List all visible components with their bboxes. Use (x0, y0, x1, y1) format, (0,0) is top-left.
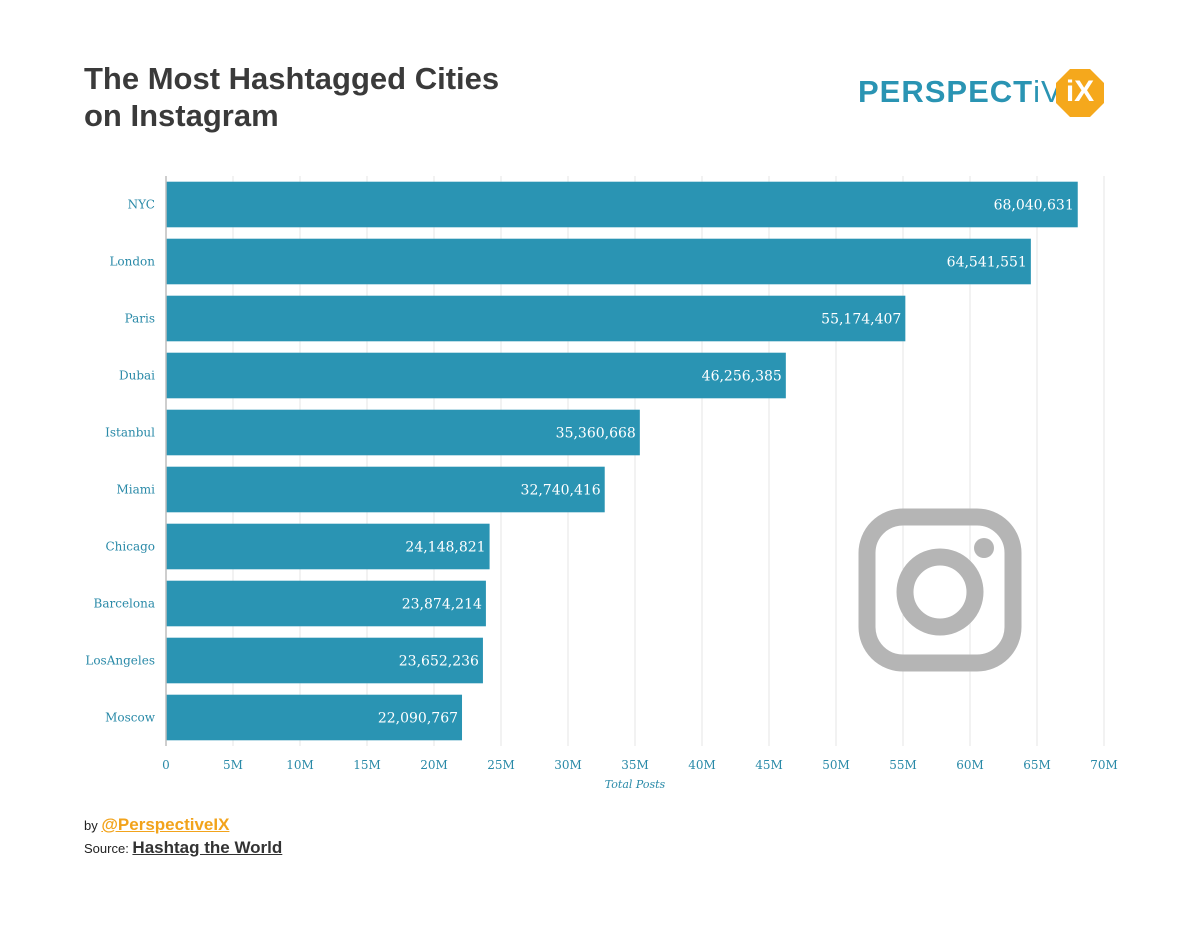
source-prefix: Source: (84, 841, 133, 856)
x-tick-label: 15M (353, 758, 381, 772)
logo-badge: iX (1055, 68, 1105, 118)
instagram-icon (858, 508, 1022, 672)
source-link[interactable]: Hashtag the World (132, 838, 283, 857)
data-label: 68,040,631 (994, 198, 1074, 214)
data-label: 64,541,551 (947, 255, 1027, 271)
category-label: Moscow (105, 711, 156, 725)
footer-byline: by @PerspectiveIX (84, 815, 229, 835)
x-tick-label: 40M (688, 758, 716, 772)
bar-paris (166, 295, 906, 342)
x-tick-label: 45M (755, 758, 783, 772)
x-tick-label: 35M (621, 758, 649, 772)
x-tick-label: 55M (889, 758, 917, 772)
bar-london (166, 238, 1031, 285)
logo-badge-label: iX (1065, 75, 1095, 108)
category-label: Barcelona (94, 597, 155, 611)
perspective-ix-logo: PERSPECTiVE iX (858, 68, 1118, 118)
data-label: 46,256,385 (702, 369, 782, 385)
data-label: 23,874,214 (402, 597, 482, 613)
footer-source: Source: Hashtag the World (84, 838, 282, 858)
data-label: 32,740,416 (521, 483, 601, 499)
bar-chart: 68,040,631 NYC 64,541,551 London 55,174,407 P… (85, 176, 1118, 791)
bar-istanbul (166, 409, 640, 456)
category-label: London (109, 255, 155, 269)
data-label: 23,652,236 (399, 654, 479, 670)
category-label: LosAngeles (85, 654, 155, 668)
bar-dubai (166, 352, 786, 399)
bar-miami (166, 466, 605, 513)
bar-chicago (166, 523, 490, 570)
data-label: 24,148,821 (405, 540, 485, 556)
x-tick-label: 30M (554, 758, 582, 772)
x-tick-label: 25M (487, 758, 515, 772)
title-line-2: on Instagram (84, 98, 279, 133)
handle-link[interactable]: @PerspectiveIX (101, 815, 230, 834)
logo-wordmark-bold: PERSPECT (858, 74, 1034, 109)
x-tick-label: 0 (162, 758, 170, 772)
data-label: 55,174,407 (821, 312, 901, 328)
x-tick-label: 70M (1090, 758, 1118, 772)
category-label: Paris (125, 312, 155, 326)
page-title: The Most Hashtagged Cities on Instagram (84, 60, 499, 134)
bar-losangeles (166, 637, 483, 684)
bar-moscow (166, 694, 463, 741)
category-label: Dubai (119, 369, 155, 383)
data-label: 35,360,668 (556, 426, 636, 442)
bar-nyc (166, 181, 1078, 228)
category-label: Chicago (105, 540, 155, 554)
x-tick-label: 50M (822, 758, 850, 772)
x-tick-label: 65M (1023, 758, 1051, 772)
logo-badge-octagon-icon (1056, 69, 1104, 117)
category-label: Miami (117, 483, 156, 497)
bar-barcelona (166, 580, 486, 627)
x-tick-label: 60M (956, 758, 984, 772)
byline-prefix: by (84, 818, 102, 833)
x-tick-label: 5M (223, 758, 243, 772)
category-label: Istanbul (105, 426, 155, 440)
x-tick-label: 20M (420, 758, 448, 772)
title-line-1: The Most Hashtagged Cities (84, 61, 500, 96)
data-label: 22,090,767 (378, 711, 458, 727)
x-axis-title: Total Posts (605, 778, 666, 791)
x-tick-label: 10M (286, 758, 314, 772)
category-label: NYC (128, 198, 155, 212)
